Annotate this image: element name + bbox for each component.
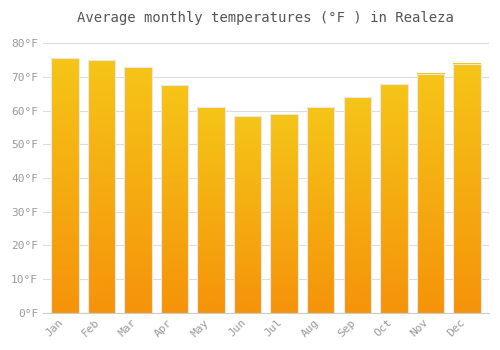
Bar xyxy=(161,85,188,313)
Bar xyxy=(380,84,407,313)
Bar xyxy=(416,74,444,313)
Bar xyxy=(454,63,480,313)
Bar xyxy=(307,107,334,313)
Bar xyxy=(124,67,152,313)
Bar xyxy=(344,97,371,313)
Bar xyxy=(88,60,115,313)
Bar xyxy=(51,58,78,313)
Title: Average monthly temperatures (°F ) in Realeza: Average monthly temperatures (°F ) in Re… xyxy=(78,11,454,25)
Bar xyxy=(198,107,225,313)
Bar xyxy=(270,114,298,313)
Bar xyxy=(234,116,262,313)
